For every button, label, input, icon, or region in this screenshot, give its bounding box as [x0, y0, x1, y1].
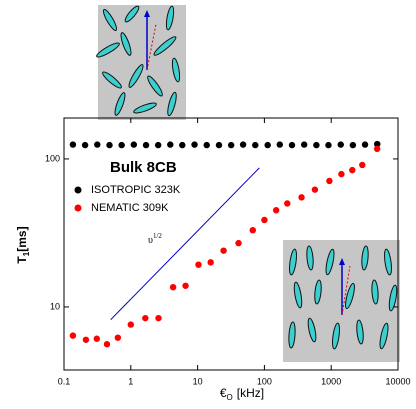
data-point	[83, 337, 89, 343]
data-point	[70, 141, 76, 147]
data-point	[106, 142, 112, 148]
data-point	[131, 141, 137, 147]
data-point	[94, 336, 100, 342]
y-tick-label: 100	[45, 153, 60, 163]
data-point	[313, 142, 319, 148]
x-tick-label: 1000	[321, 376, 341, 386]
data-point	[261, 217, 267, 223]
x-tick-label: 1	[128, 376, 133, 386]
data-point	[70, 332, 76, 338]
data-point	[191, 141, 197, 147]
y-tick-label: 10	[50, 301, 60, 311]
data-point	[264, 142, 270, 148]
data-point	[325, 142, 331, 148]
slope-annotation: υ1/2	[148, 232, 162, 246]
data-point	[273, 207, 279, 213]
x-axis-label: €O[kHz]	[220, 386, 264, 402]
data-point	[118, 142, 124, 148]
data-point	[143, 142, 149, 148]
x-label-unit: [kHz]	[237, 386, 264, 400]
annotation-sup: 1/2	[153, 232, 162, 240]
data-point	[277, 141, 283, 147]
data-point	[115, 334, 121, 340]
x-tick-label: 0.1	[58, 376, 71, 386]
data-point	[195, 261, 201, 267]
data-point	[170, 284, 176, 290]
data-point	[338, 171, 344, 177]
y-axis-label: T1[ms]	[15, 226, 31, 263]
data-point	[326, 178, 332, 184]
data-point	[179, 142, 185, 148]
data-point	[301, 141, 307, 147]
data-point	[250, 227, 256, 233]
data-point	[240, 141, 246, 147]
legend-label: NEMATIC 309K	[91, 202, 169, 214]
data-point	[104, 341, 110, 347]
chart: Bulk 8CB €O[kHz] T1[ms] υ1/2 0.111010010…	[0, 0, 416, 409]
data-point	[289, 142, 295, 148]
x-label-sub: O	[227, 393, 233, 402]
data-point	[298, 194, 304, 200]
data-point	[374, 146, 380, 152]
data-point	[235, 240, 241, 246]
x-tick-label: 10	[193, 376, 203, 386]
chart-title: Bulk 8CB	[110, 159, 177, 176]
data-point	[216, 142, 222, 148]
x-tick-label: 100	[257, 376, 272, 386]
data-point	[128, 321, 134, 327]
data-point	[142, 315, 148, 321]
nematic-inset	[283, 240, 400, 362]
data-point	[349, 167, 355, 173]
data-point	[350, 142, 356, 148]
y-label-unit: [ms]	[15, 226, 29, 251]
data-point	[252, 142, 258, 148]
data-point	[94, 141, 100, 147]
data-point	[182, 283, 188, 289]
data-point	[204, 142, 210, 148]
data-point	[155, 142, 161, 148]
data-point	[155, 315, 161, 321]
data-point	[312, 186, 318, 192]
data-point	[220, 247, 226, 253]
data-point	[362, 141, 368, 147]
data-point	[82, 142, 88, 148]
legend-marker	[75, 205, 82, 212]
legend-marker	[75, 187, 82, 194]
data-point	[167, 141, 173, 147]
data-point	[338, 141, 344, 147]
legend-label: ISOTROPIC 323K	[91, 184, 181, 196]
isotropic-inset	[95, 4, 186, 120]
data-point	[284, 200, 290, 206]
x-tick-label: 10000	[385, 376, 410, 386]
data-point	[228, 142, 234, 148]
data-point	[359, 162, 365, 168]
data-point	[207, 259, 213, 265]
